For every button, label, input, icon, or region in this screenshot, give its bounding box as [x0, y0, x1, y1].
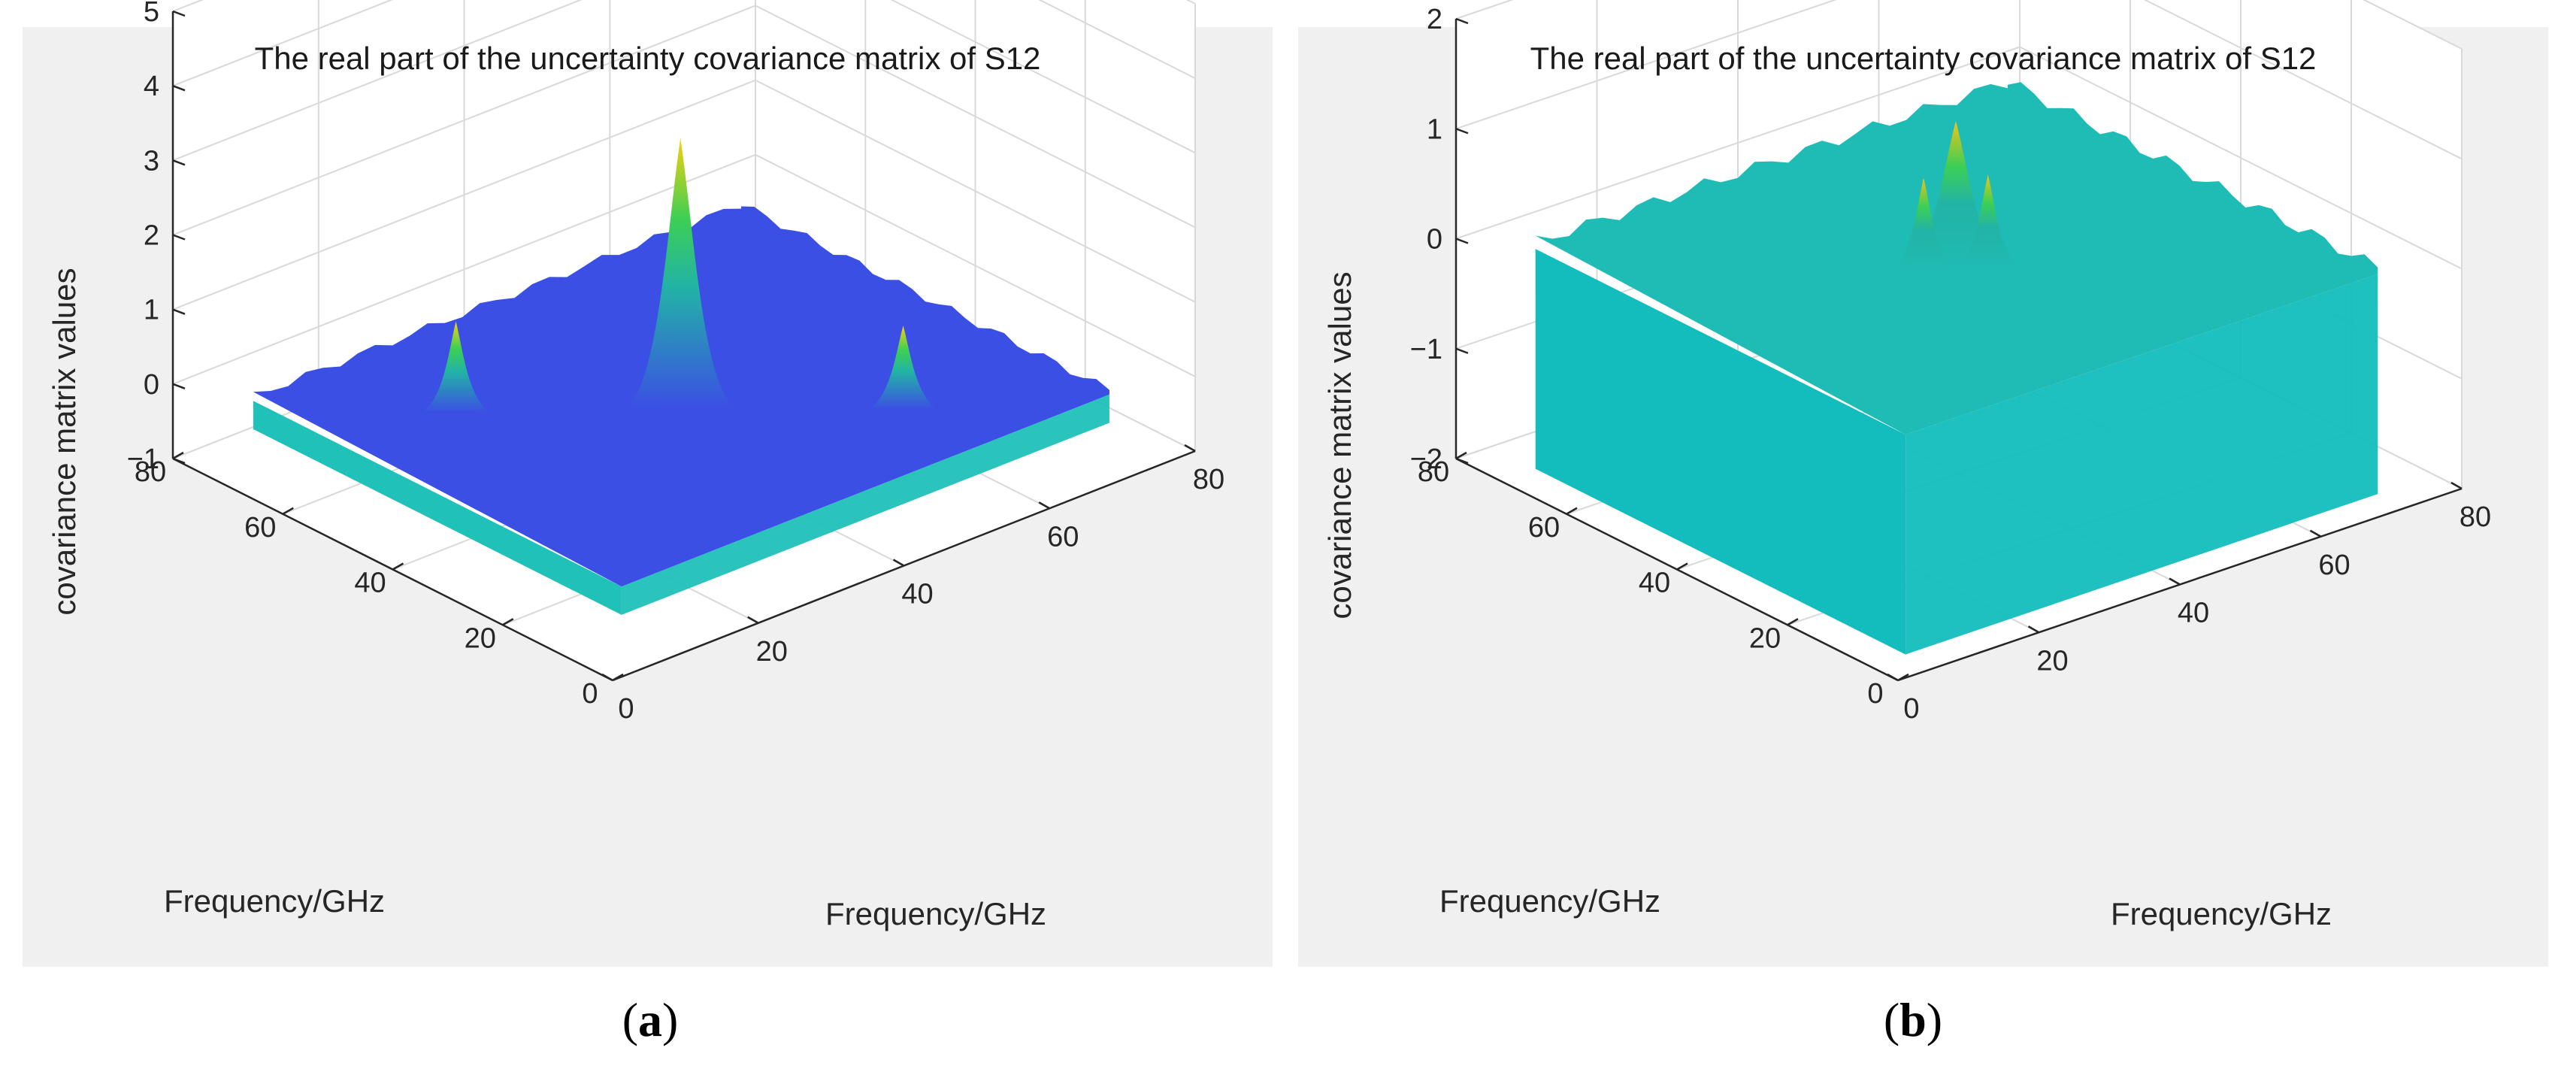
z-tick: [172, 159, 186, 166]
y-tick: [172, 451, 184, 460]
y-tick: [1455, 451, 1467, 460]
grid-line-z: [1455, 46, 2462, 270]
z-tick: [172, 84, 186, 92]
y-tick: [282, 507, 294, 515]
z-tick-label: −1: [127, 444, 159, 475]
x-tick-label: 20: [756, 636, 788, 668]
z-tick: [1455, 347, 1469, 354]
y-tick: [1897, 673, 1909, 682]
y-tick-label: 0: [582, 678, 598, 710]
grid-line-z: [172, 153, 1196, 385]
z-tick-label: 3: [144, 145, 159, 177]
z-tick-label: 4: [144, 71, 159, 102]
z-tick-label: −1: [1410, 334, 1442, 365]
grid-line-z: [172, 79, 1196, 310]
z-tick-label: 1: [1427, 114, 1442, 145]
caption-close: ): [662, 993, 678, 1046]
x-tick: [2309, 529, 2322, 538]
x-tick-label: 60: [2318, 550, 2350, 581]
surface-peak: [624, 138, 737, 408]
z-tick: [1455, 457, 1469, 465]
surface-peak: [1890, 177, 1958, 274]
y-tick: [502, 618, 514, 626]
grid-line-z: [172, 5, 1196, 236]
z-tick: [1455, 17, 1469, 25]
y-axis-label: Frequency/GHz: [1439, 883, 1660, 919]
x-tick-label: 20: [2036, 645, 2068, 677]
z-axis-label: covariance matrix values: [47, 268, 82, 615]
caption-close: ): [1927, 993, 1942, 1046]
z-tick-label: 2: [144, 220, 159, 252]
y-tick-label: 20: [1749, 622, 1781, 654]
chart-title: The real part of the uncertainty covaria…: [1530, 41, 2317, 76]
surface-peak: [422, 321, 490, 413]
chart-title: The real part of the uncertainty covaria…: [255, 41, 1041, 76]
z-tick: [1455, 238, 1469, 244]
caption-open: (: [622, 993, 638, 1046]
z-tick: [1455, 128, 1469, 135]
x-tick-label: 40: [2178, 598, 2209, 629]
caption-letter: b: [1899, 993, 1927, 1046]
x-tick: [2027, 625, 2040, 634]
x-axis-label: Frequency/GHz: [825, 896, 1046, 931]
y-tick: [1787, 618, 1799, 626]
x-tick: [601, 673, 613, 682]
y-tick: [392, 562, 404, 571]
y-tick-label: 60: [1528, 512, 1560, 544]
grid-line-z: [172, 0, 1196, 162]
surface-peak: [869, 326, 937, 410]
x-axis-label: Frequency/GHz: [2111, 896, 2332, 931]
y-tick-label: 80: [1418, 456, 1449, 488]
y-tick-label: 80: [135, 456, 166, 488]
grid-line-z: [1455, 0, 2462, 160]
y-tick-label: 40: [1639, 568, 1670, 599]
x-tick: [892, 559, 905, 567]
z-tick-label: −2: [1410, 444, 1442, 475]
x-tick: [747, 616, 759, 624]
x-tick-label: 40: [901, 579, 933, 610]
surface-side-right: [1906, 274, 2378, 655]
x-tick: [2169, 577, 2181, 586]
y-tick: [1676, 562, 1688, 571]
grid-line-z: [172, 0, 1196, 87]
x-tick-label: 80: [1193, 464, 1224, 495]
z-tick-label: 1: [144, 295, 159, 326]
caption-open: (: [1884, 993, 1899, 1046]
surface-peak: [1954, 174, 2022, 271]
y-tick-label: 60: [244, 512, 276, 544]
y-tick: [612, 673, 624, 682]
x-tick-label: 0: [618, 693, 634, 725]
panel-caption: (a): [622, 993, 679, 1046]
panel-caption: (b): [1884, 993, 1942, 1046]
z-tick: [172, 308, 186, 315]
x-tick: [1038, 501, 1050, 510]
x-tick: [1887, 673, 1899, 682]
surface-side-left: [253, 401, 622, 615]
y-tick-label: 20: [465, 622, 496, 654]
z-tick-label: 2: [1427, 4, 1442, 35]
z-tick-label: 5: [144, 0, 159, 28]
z-axis-label: covariance matrix values: [1322, 271, 1358, 619]
y-axis-label: Frequency/GHz: [164, 883, 385, 919]
y-tick: [1566, 507, 1578, 515]
x-tick: [2450, 481, 2462, 490]
surface-side-right: [621, 394, 1109, 615]
z-tick-label: 0: [1427, 224, 1442, 256]
x-tick-label: 0: [1903, 693, 1919, 725]
z-tick-label: 0: [144, 369, 159, 401]
caption-letter: a: [638, 993, 662, 1046]
surface-side-left: [1535, 249, 1906, 655]
z-tick: [172, 234, 186, 241]
z-tick: [172, 383, 186, 390]
x-tick-label: 60: [1047, 521, 1079, 553]
x-tick-label: 80: [2459, 501, 2491, 533]
z-tick: [172, 457, 186, 465]
y-tick-label: 0: [1867, 678, 1883, 710]
z-tick: [172, 10, 186, 17]
x-tick: [1184, 444, 1196, 453]
y-tick-label: 40: [354, 568, 386, 599]
